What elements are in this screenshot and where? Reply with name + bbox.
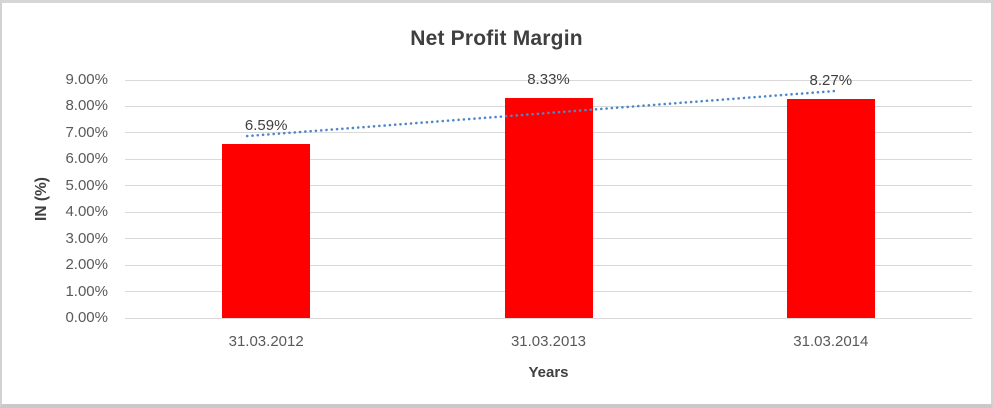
bar-data-label: 8.27%: [809, 72, 853, 90]
gridline: [125, 79, 972, 81]
x-axis-tick-label: 31.03.2012: [228, 333, 304, 350]
y-axis-tick-label: 2.00%: [65, 256, 108, 274]
bar-data-label: 6.59%: [244, 116, 288, 134]
bar: [504, 97, 593, 318]
y-axis-tick-label: 0.00%: [65, 309, 108, 326]
chart-title: Net Profit Margin: [410, 27, 583, 50]
y-axis-tick-label: 5.00%: [65, 176, 108, 194]
x-axis-tick-label: 31.03.2014: [793, 333, 869, 350]
y-axis-tick-label: 3.00%: [65, 229, 108, 247]
y-axis-tick-label: 9.00%: [65, 71, 108, 88]
y-axis-tick-label: 6.00%: [65, 150, 108, 168]
bar: [786, 99, 875, 318]
y-axis-title: IN (%): [33, 177, 50, 221]
bar: [222, 143, 311, 318]
y-axis-tick-label: 7.00%: [65, 123, 108, 141]
y-axis-tick-label: 1.00%: [65, 282, 108, 300]
x-axis-tick-label: 31.03.2013: [510, 333, 587, 350]
x-axis-title: Years: [528, 364, 569, 381]
gridline: [125, 317, 972, 319]
bar-data-label: 8.33%: [527, 70, 570, 88]
y-axis-tick-label: 4.00%: [65, 203, 108, 221]
y-axis-tick-label: 8.00%: [65, 97, 108, 115]
